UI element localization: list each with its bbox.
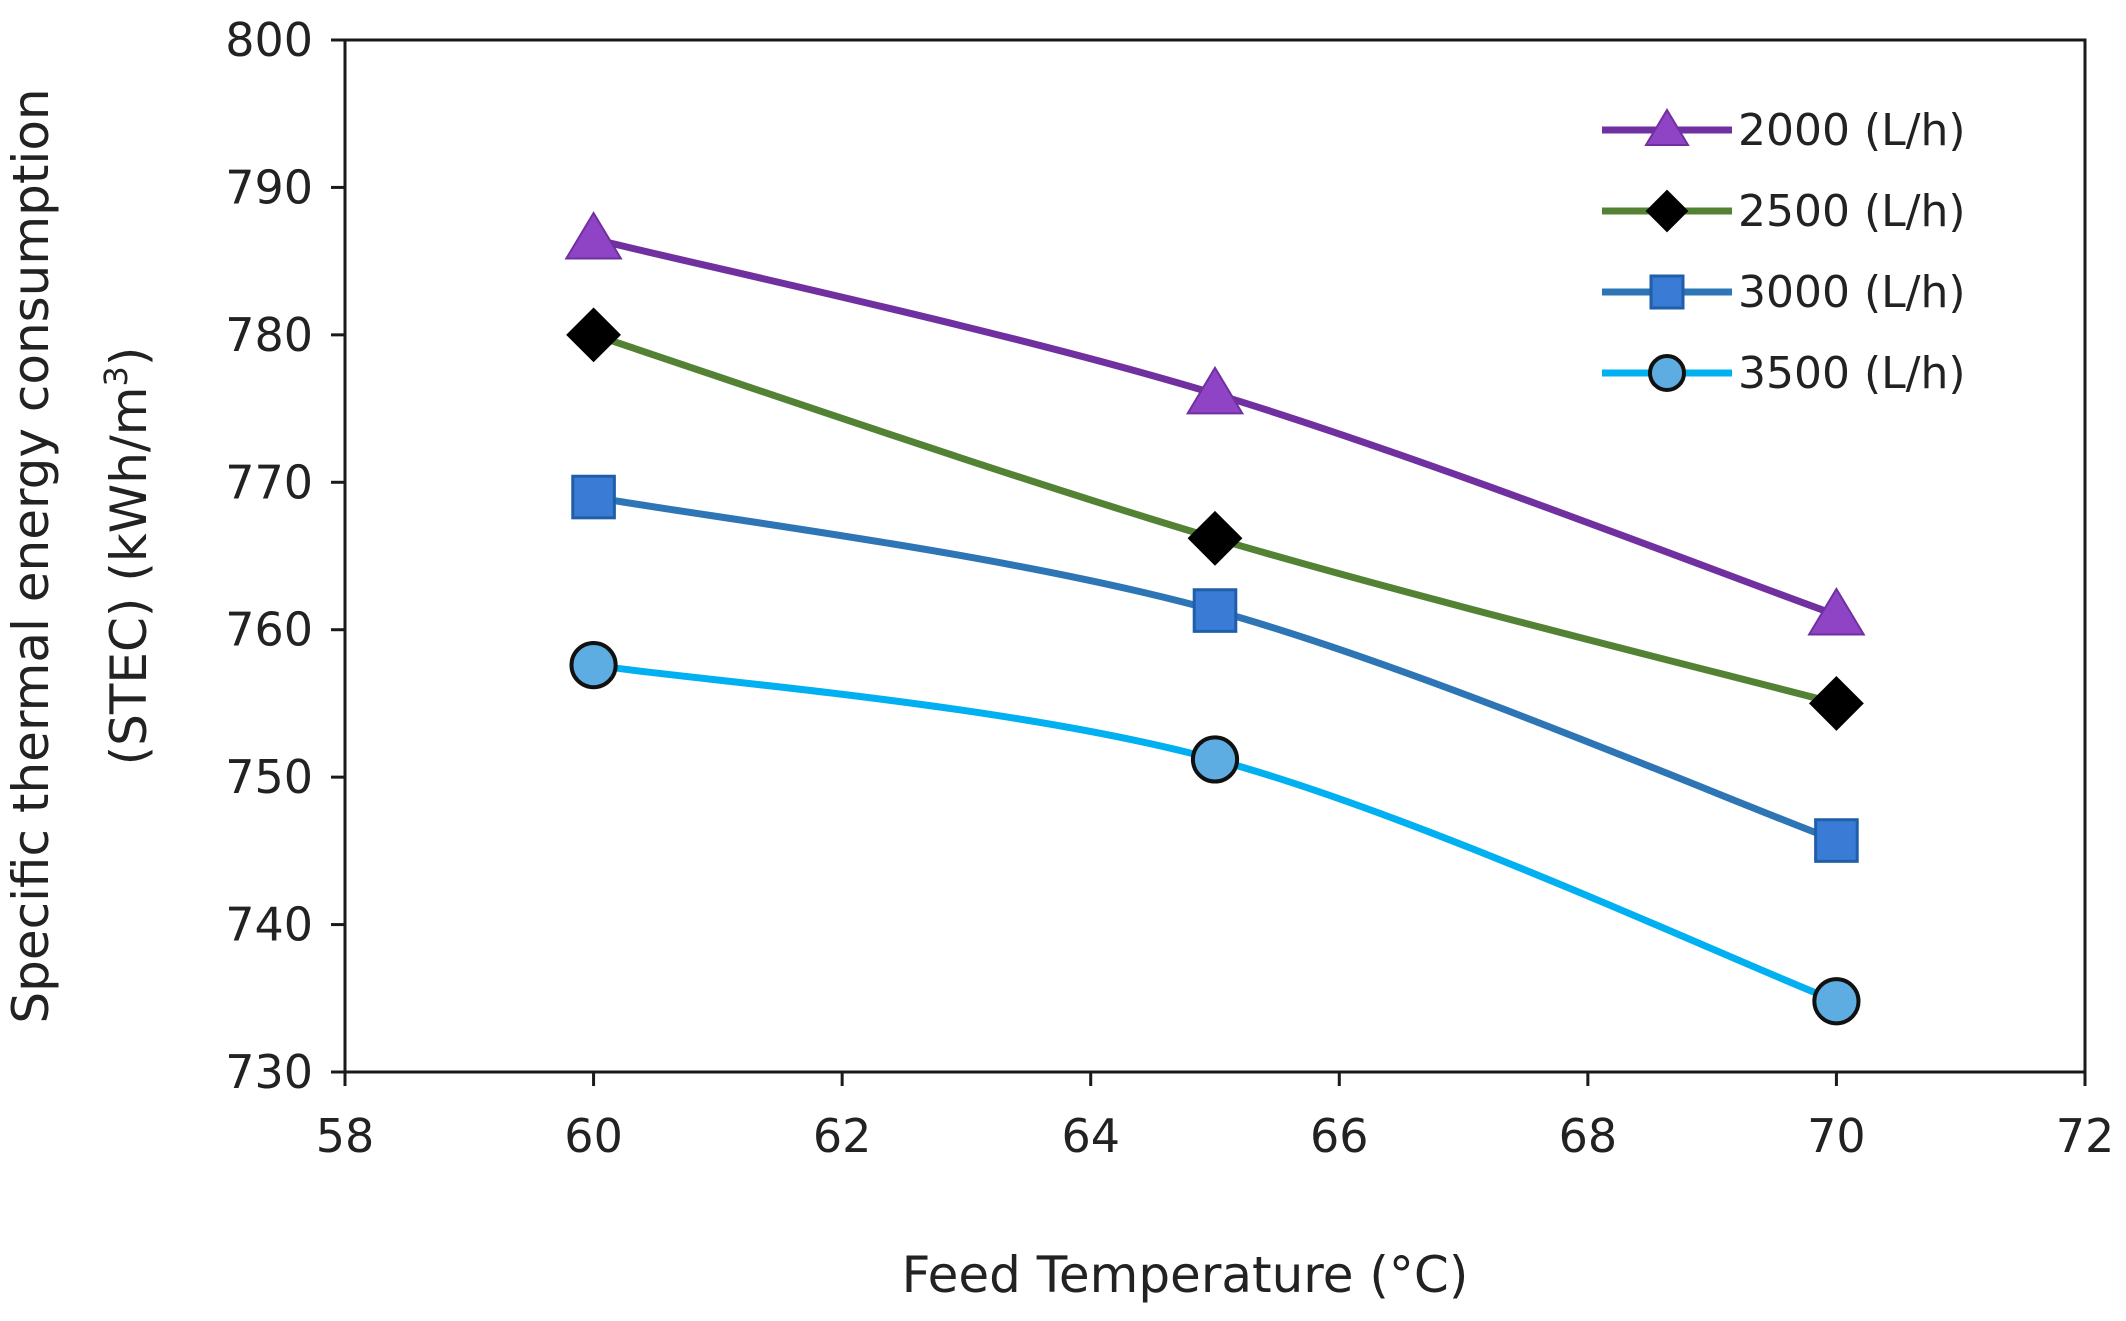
data-point-circle bbox=[569, 640, 618, 690]
legend-label: 3500 (L/h) bbox=[1738, 348, 1966, 399]
data-point-square bbox=[571, 474, 616, 520]
x-tick-label: 64 bbox=[1061, 1109, 1120, 1163]
y-tick-label: 790 bbox=[225, 160, 313, 214]
legend-label: 2500 (L/h) bbox=[1738, 186, 1966, 237]
data-point-diamond bbox=[566, 307, 621, 363]
x-tick-label: 70 bbox=[1807, 1109, 1866, 1163]
legend-marker-circle bbox=[1648, 354, 1686, 392]
x-tick-label: 58 bbox=[316, 1109, 375, 1163]
y-axis-title-superscript: 3 bbox=[97, 366, 135, 386]
y-axis-title-suffix: ) bbox=[100, 347, 158, 367]
legend-label: 3000 (L/h) bbox=[1738, 267, 1966, 318]
data-point-square bbox=[1814, 818, 1859, 863]
y-tick-label: 730 bbox=[225, 1045, 313, 1099]
x-axis-ticks: 58 60 62 64 66 68 70 72 bbox=[316, 1072, 2115, 1163]
legend: 2000 (L/h) 2500 (L/h) 3000 (L/h) 3500 (L/h) bbox=[1602, 105, 1966, 399]
x-tick-label: 72 bbox=[2056, 1109, 2115, 1163]
y-axis-title-line2: (STEC) (kWh/m3) bbox=[97, 347, 158, 766]
series-line-circle bbox=[590, 661, 1840, 1005]
legend-label: 2000 (L/h) bbox=[1738, 105, 1966, 156]
x-tick-label: 68 bbox=[1559, 1109, 1618, 1163]
y-axis-title-prefix: (STEC) (kWh/m bbox=[100, 387, 158, 766]
y-tick-label: 740 bbox=[225, 898, 313, 952]
legend-marker-diamond bbox=[1645, 189, 1689, 233]
plot-area-frame bbox=[343, 38, 2087, 1074]
data-point-circle bbox=[1190, 735, 1240, 784]
y-tick-label: 780 bbox=[225, 308, 313, 362]
y-tick-label: 800 bbox=[225, 13, 313, 67]
y-tick-label: 760 bbox=[225, 603, 313, 657]
data-point-diamond bbox=[1187, 510, 1243, 566]
y-axis-ticks: 730 740 750 760 770 780 790 800 bbox=[225, 13, 345, 1099]
data-point-triangle bbox=[1807, 587, 1866, 636]
legend-marker-triangle bbox=[1644, 108, 1690, 146]
series-markers bbox=[564, 211, 1866, 1026]
x-axis-title: Feed Temperature (°C) bbox=[902, 1246, 1469, 1304]
x-tick-label: 66 bbox=[1310, 1109, 1369, 1163]
y-axis-title-line1: Specific thermal energy consumption bbox=[2, 88, 60, 1023]
y-axis-title: Specific thermal energy consumption (STE… bbox=[2, 88, 158, 1023]
data-point-diamond bbox=[1809, 676, 1864, 731]
data-point-circle bbox=[1812, 977, 1861, 1026]
legend-marker-square bbox=[1649, 274, 1685, 310]
x-tick-label: 62 bbox=[813, 1109, 872, 1163]
y-tick-label: 750 bbox=[225, 750, 313, 804]
data-point-triangle bbox=[564, 211, 623, 260]
data-point-triangle bbox=[1185, 365, 1245, 415]
y-tick-label: 770 bbox=[225, 455, 313, 509]
x-tick-label: 60 bbox=[564, 1109, 623, 1163]
data-point-square bbox=[1192, 588, 1238, 633]
